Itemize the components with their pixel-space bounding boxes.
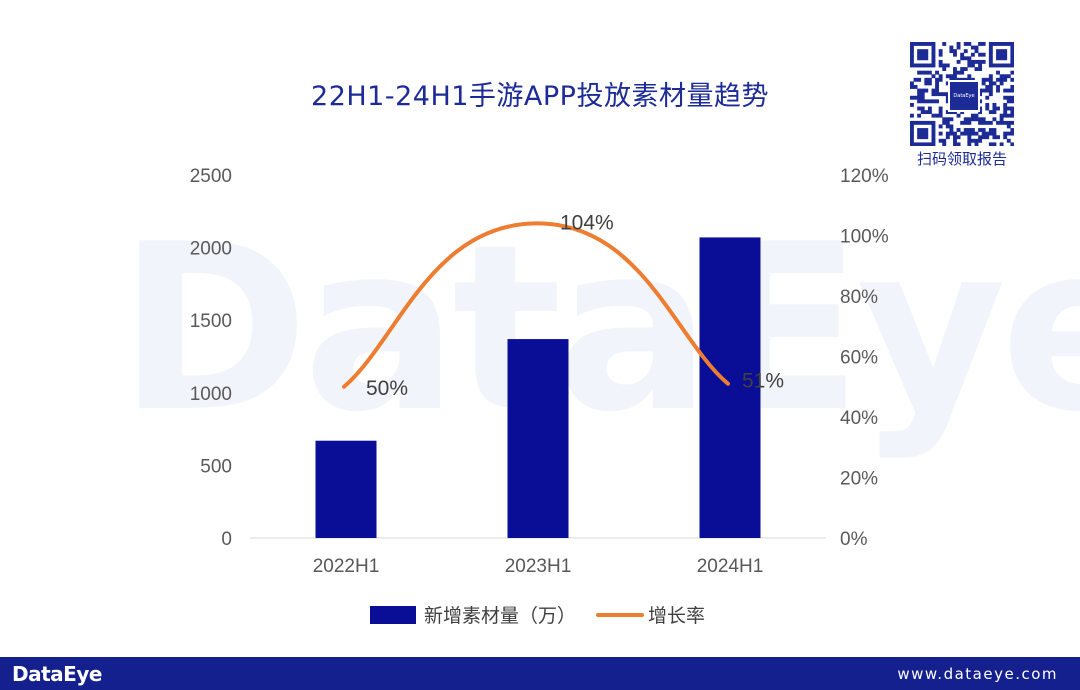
y-left-tick-label: 1000 <box>190 384 232 405</box>
qr-code-icon[interactable] <box>910 42 1014 146</box>
chart-title: 22H1-24H1手游APP投放素材量趋势 <box>311 81 769 112</box>
footer-logo: DataEye <box>12 662 102 686</box>
growth-rate-line <box>342 221 730 389</box>
footer-url[interactable]: www.dataeye.com <box>897 665 1058 683</box>
y-right-tick-label: 100% <box>840 227 889 248</box>
y-right-tick-label: 20% <box>840 469 878 490</box>
y-left-tick-label: 1500 <box>190 311 232 332</box>
y-right-tick-label: 80% <box>840 287 878 308</box>
growth-rate-data-label: 104% <box>560 211 614 234</box>
legend-label-line: 增长率 <box>648 605 705 627</box>
legend-swatch-bar <box>370 606 416 624</box>
x-tick-label: 2023H1 <box>505 556 572 577</box>
y-left-tick-label: 500 <box>200 456 232 477</box>
qr-caption: 扫码领取报告 <box>916 150 1007 168</box>
combo-chart: 0 500 1000 1500 2000 2500 0% 20% 40% 60% 80% 100% 12… <box>190 166 889 627</box>
x-tick-label: 2022H1 <box>313 556 380 577</box>
y-right-tick-label: 40% <box>840 408 878 429</box>
x-tick-label: 2024H1 <box>697 556 764 577</box>
growth-rate-data-label: 50% <box>366 377 408 400</box>
y-right-tick-label: 0% <box>840 529 868 550</box>
legend-label-bar: 新增素材量（万） <box>424 605 576 627</box>
growth-rate-data-label: 51% <box>742 370 784 393</box>
bar <box>507 339 569 538</box>
dataeye-watermark: DataEye <box>118 196 1080 463</box>
y-right-tick-label: 60% <box>840 348 878 369</box>
y-right-tick-label: 120% <box>840 166 889 187</box>
footer-bar: DataEye www.dataeye.com <box>0 657 1080 690</box>
bar <box>699 237 761 538</box>
qr-logo: DataEye <box>948 80 980 112</box>
y-left-tick-label: 0 <box>221 529 232 550</box>
bar <box>315 440 377 538</box>
y-left-tick-label: 2500 <box>190 166 232 187</box>
y-left-tick-label: 2000 <box>190 239 232 260</box>
